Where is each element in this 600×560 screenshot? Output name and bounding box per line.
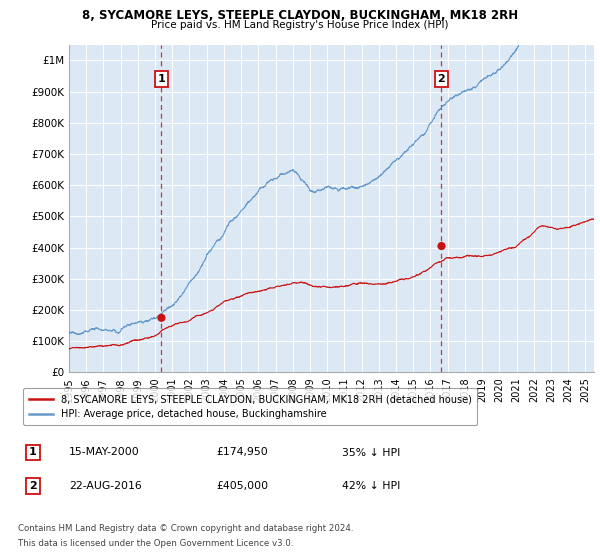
Text: 1: 1 — [158, 74, 166, 84]
Text: Contains HM Land Registry data © Crown copyright and database right 2024.: Contains HM Land Registry data © Crown c… — [18, 524, 353, 533]
Text: £174,950: £174,950 — [216, 447, 268, 458]
Text: This data is licensed under the Open Government Licence v3.0.: This data is licensed under the Open Gov… — [18, 539, 293, 548]
Text: 15-MAY-2000: 15-MAY-2000 — [69, 447, 140, 458]
Legend: 8, SYCAMORE LEYS, STEEPLE CLAYDON, BUCKINGHAM, MK18 2RH (detached house), HPI: A: 8, SYCAMORE LEYS, STEEPLE CLAYDON, BUCKI… — [23, 389, 478, 425]
Text: £405,000: £405,000 — [216, 481, 268, 491]
Text: 2: 2 — [437, 74, 445, 84]
Text: 22-AUG-2016: 22-AUG-2016 — [69, 481, 142, 491]
Point — [437, 241, 446, 250]
Text: 2: 2 — [29, 481, 37, 491]
Text: 42% ↓ HPI: 42% ↓ HPI — [342, 481, 400, 491]
Text: 35% ↓ HPI: 35% ↓ HPI — [342, 447, 400, 458]
Text: 8, SYCAMORE LEYS, STEEPLE CLAYDON, BUCKINGHAM, MK18 2RH: 8, SYCAMORE LEYS, STEEPLE CLAYDON, BUCKI… — [82, 9, 518, 22]
Point — [157, 314, 166, 323]
Text: Price paid vs. HM Land Registry's House Price Index (HPI): Price paid vs. HM Land Registry's House … — [151, 20, 449, 30]
Text: 1: 1 — [29, 447, 37, 458]
